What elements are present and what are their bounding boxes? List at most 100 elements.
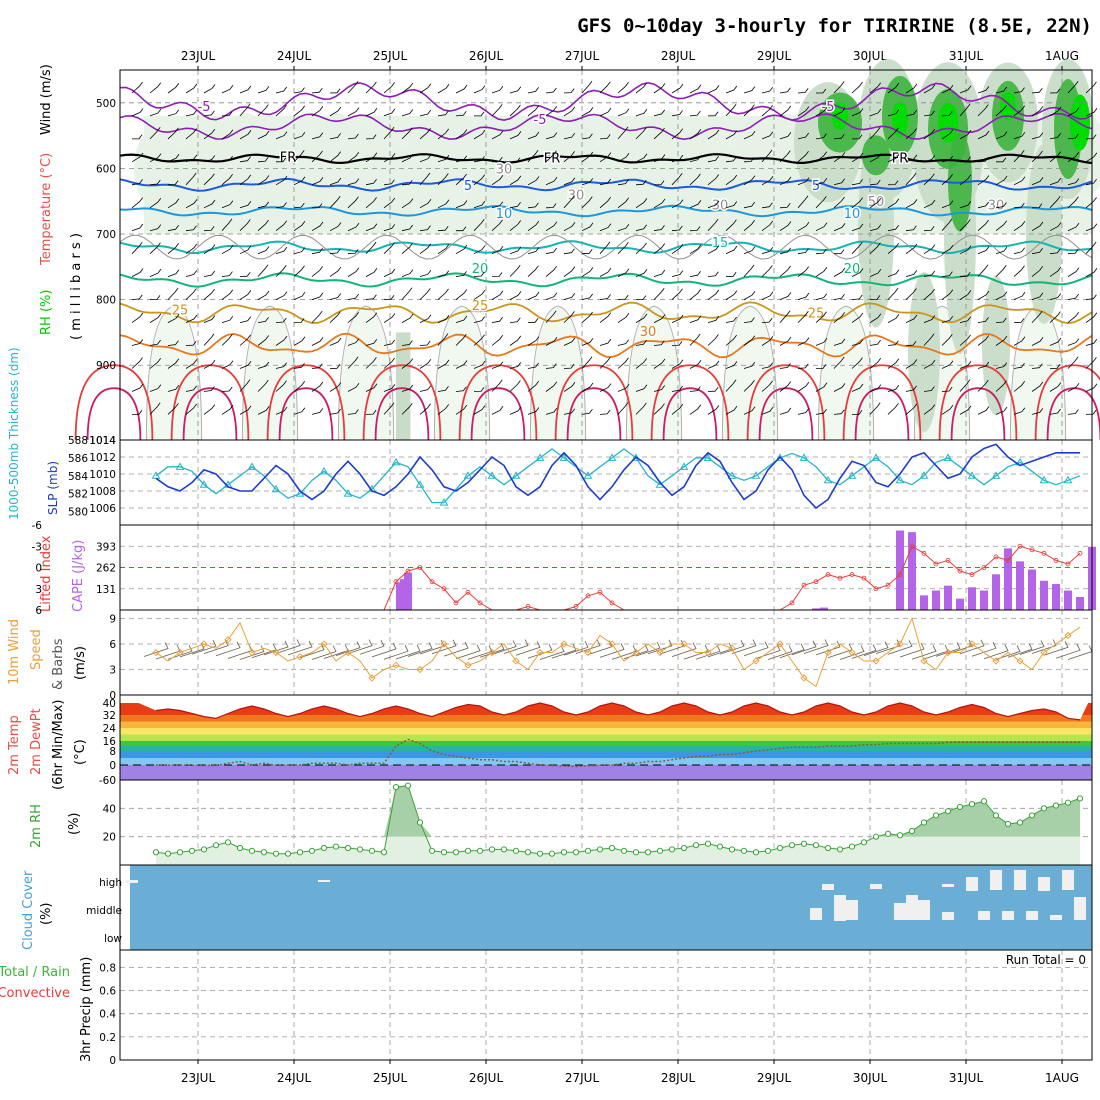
thickness-point [1039,475,1049,484]
rh2m-point [560,849,568,856]
panel-frame [119,609,1093,696]
wind-speed-point [344,648,352,657]
wind-barb [797,195,809,209]
wind-barb [1067,249,1079,255]
wind-barb [167,127,179,140]
wind-barb [689,386,701,392]
wind-barb [689,315,702,323]
wind-barb [149,313,162,323]
temp-color-band [120,751,1092,758]
wind-barb [1013,131,1026,140]
temp-contour [119,332,1093,359]
wind-barb [779,292,792,300]
surface-temp-contour [662,387,718,441]
wind-barb [383,153,396,163]
p1-tick: 1014 [89,435,116,447]
wind-barb [257,219,269,232]
wind-speed-point [248,648,256,657]
wind-barb [941,404,954,415]
wind-barb [581,133,593,140]
wind-barb [905,403,917,415]
wind-barb [329,106,342,117]
wind-speed-point [464,661,472,669]
wind-speed-point [1064,631,1072,640]
wind10m-barb [239,645,265,660]
wind-barb [779,203,791,209]
wind-barb [761,336,774,346]
cloud-level-middle: middle [86,905,122,917]
wind-barb [689,226,701,232]
wind-barb [149,153,162,163]
rh2m-point [824,844,832,852]
wind-barb [437,386,449,392]
wind10m-barb [731,639,757,654]
wind-barb [329,266,342,277]
wind-barb [383,294,395,300]
wind-barb [725,379,737,392]
wind-barb [491,156,503,163]
wind-barb [365,383,378,392]
wind-barb [599,152,612,163]
wind-barb [383,224,396,232]
wind-barb [491,272,503,277]
wind-barb [257,157,269,163]
wind-barb [527,149,539,163]
wind-barb [185,270,198,277]
wind-barb [617,357,629,369]
rh2m-point [884,830,892,837]
wind-barb [617,242,629,254]
bottom-date-label: 24JUL [277,1071,312,1085]
wind10m-barb [983,644,1009,660]
wind-barb [599,196,611,209]
cloud-gap-patch [810,908,822,920]
slp-tick: 1008 [89,486,116,498]
wind-barb [869,153,882,163]
wind-barb [977,86,990,94]
surface-temp-contour [1034,364,1100,441]
rh2m-point [1076,795,1084,802]
wind-barb [365,81,377,94]
wind-barb [311,292,324,300]
wind-barb [725,316,737,323]
cloud-gap-patch [1074,897,1086,920]
wind10m-barb [167,645,193,660]
wind-barb [923,199,936,209]
rh2m-point [212,842,220,849]
wind-barb [581,356,593,369]
wind-barb [671,385,683,392]
wind-barb [779,381,792,392]
wind-barb [1031,150,1043,163]
wind-barb [329,364,341,369]
wind-barb [581,107,594,117]
wind-barb [977,335,990,346]
wind-barb [545,247,557,255]
wind-barb [203,84,216,94]
top-date-label: 25JUL [373,49,408,63]
wind-barb [905,128,917,140]
wind-barb [1067,311,1080,323]
wind-barb [923,315,936,323]
wind-barb [995,131,1008,140]
wind-barb [203,288,215,300]
rh2m-unit: (%) [67,813,82,836]
wind-barb [455,244,468,255]
wind-barb [347,133,359,140]
thickness-point [679,462,689,470]
bottom-date-label: 27JUL [565,1071,600,1085]
wind-barb [635,179,647,186]
cape-bar [920,595,928,610]
wind-barb [617,179,629,186]
wind10m-barb [695,645,721,660]
minmax-label: (6hr Min/Max) [51,700,66,790]
wind-barb [743,201,756,209]
wind-barb [329,311,341,323]
wind-barb [509,175,522,186]
wind10m-barb [803,639,829,654]
wind-barb [545,105,558,117]
wind-barb [563,293,576,300]
rh-shade [858,127,894,328]
wind-barb [167,198,180,209]
wind-barb [473,245,486,255]
wind-barb [635,269,648,277]
wind-barb [833,409,845,415]
